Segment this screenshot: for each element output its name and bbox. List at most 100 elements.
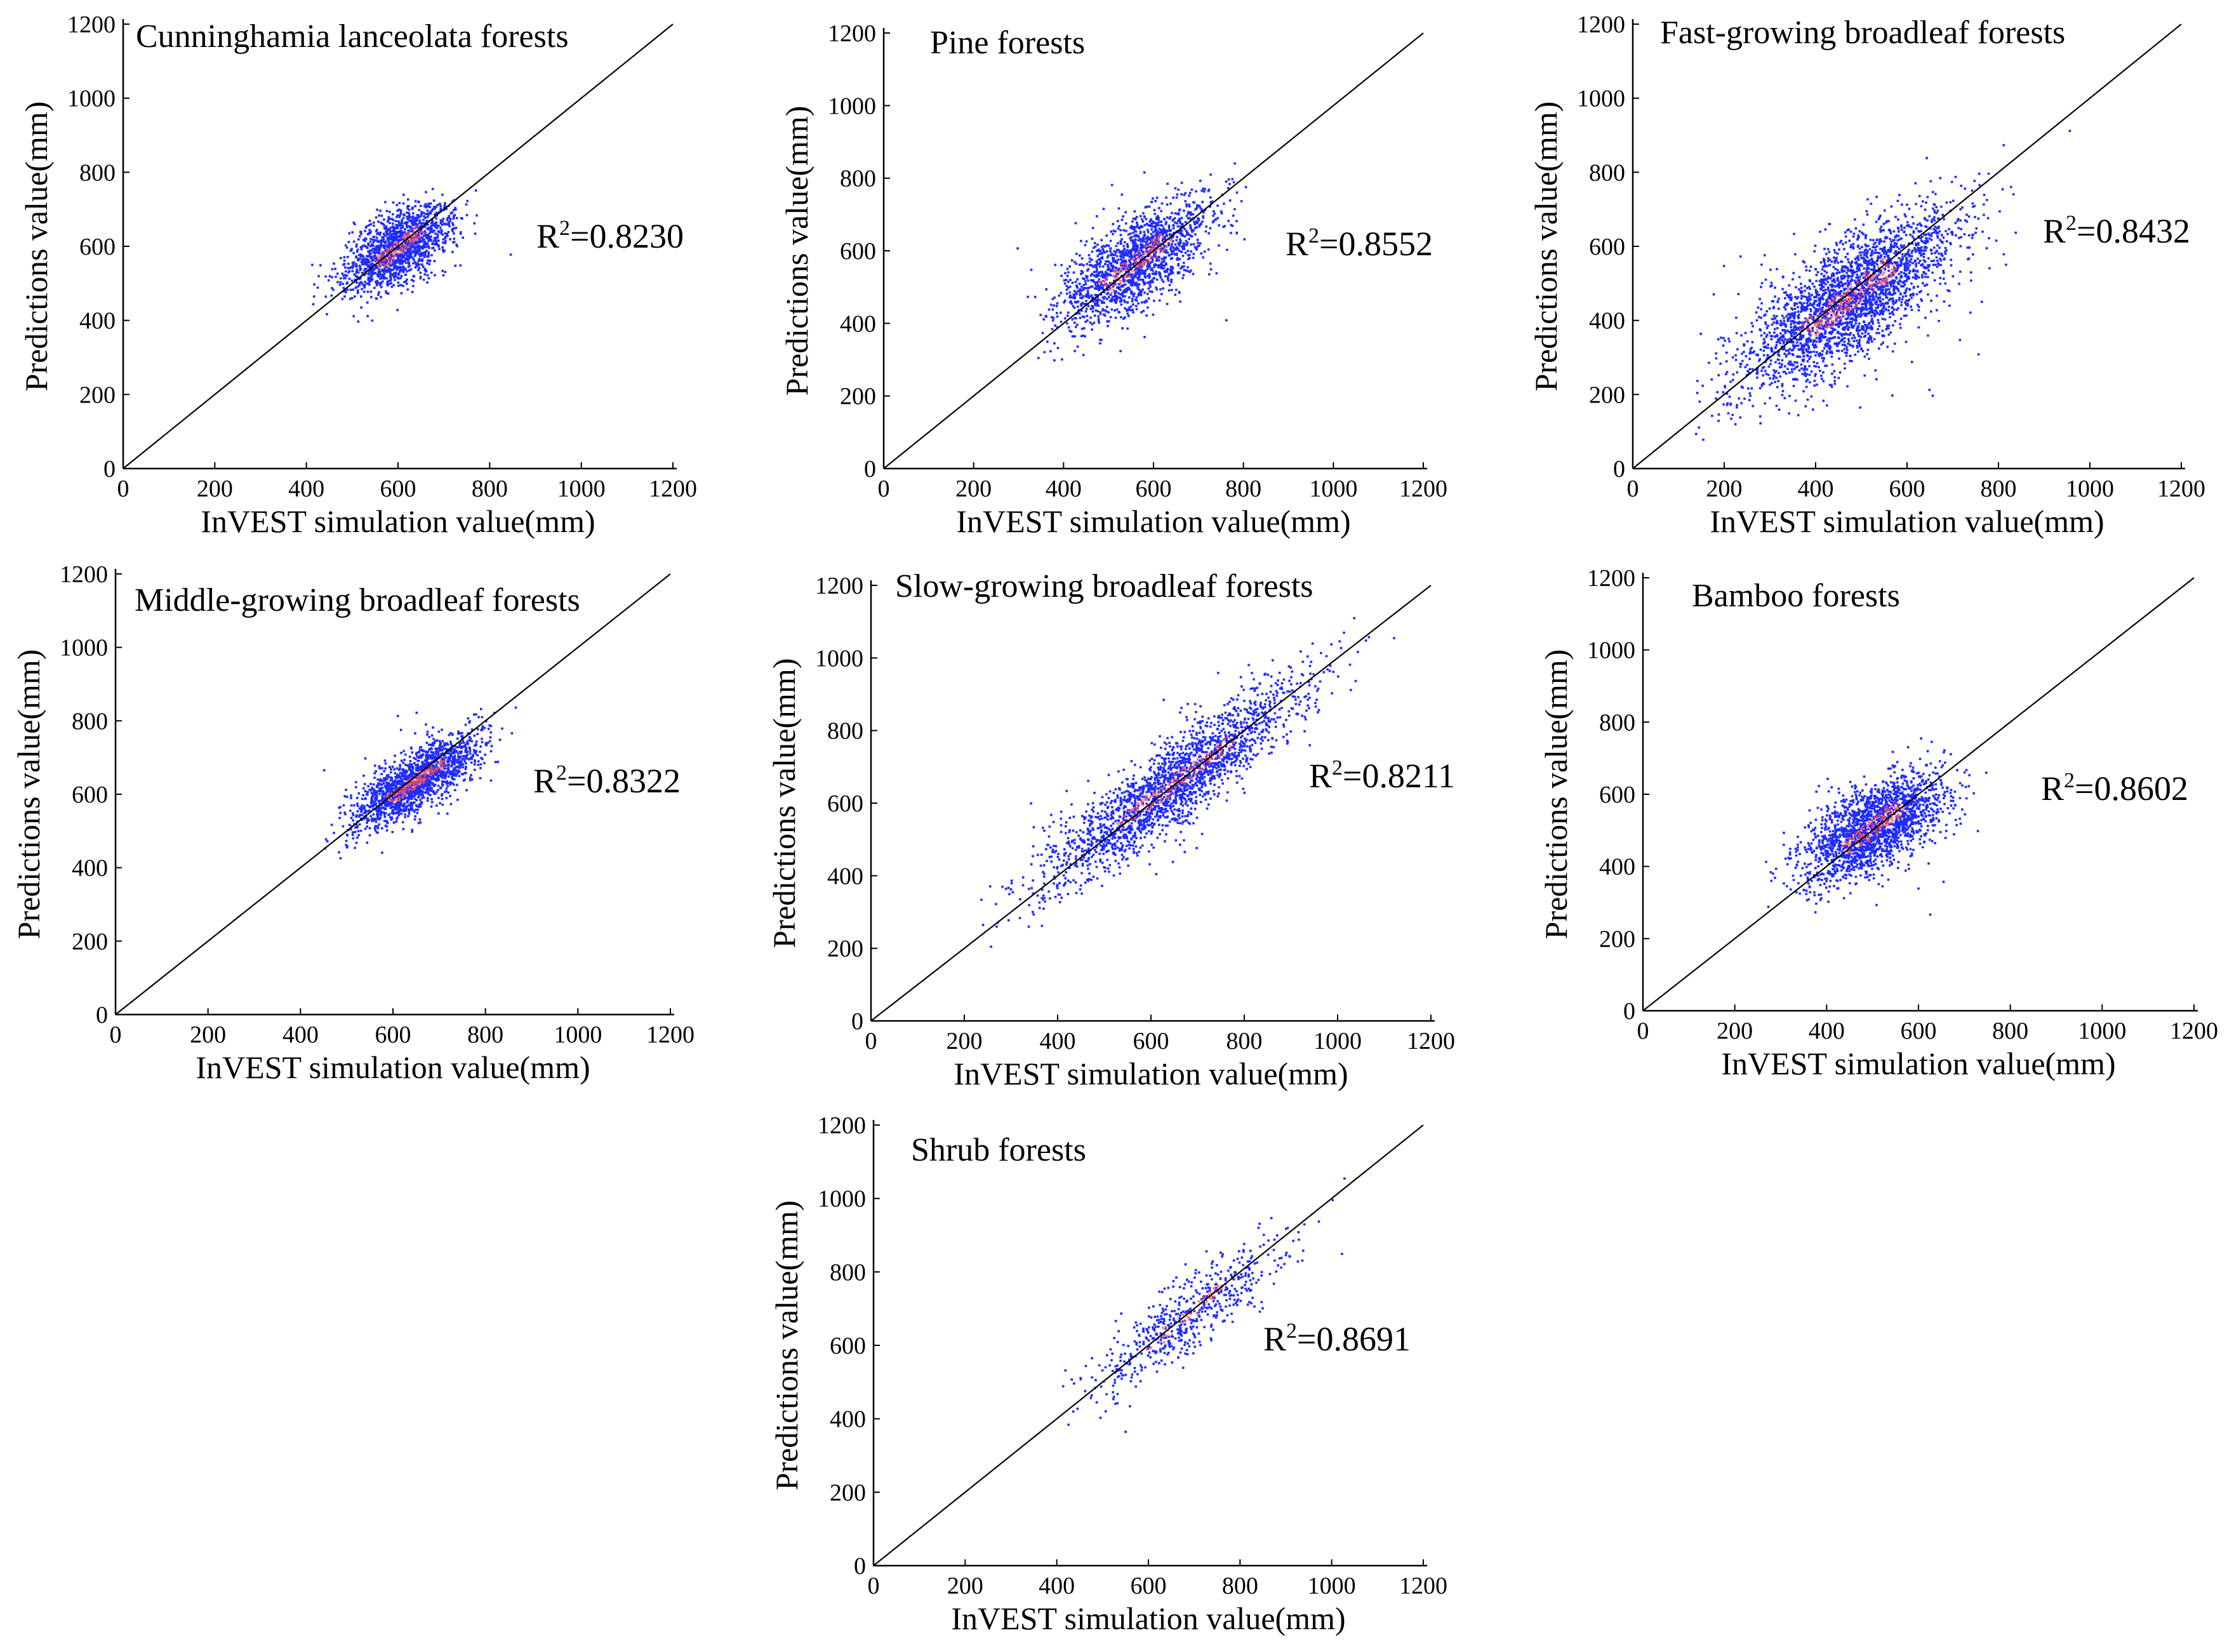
y-tick-label: 1200	[828, 20, 876, 47]
r2-superscript: 2	[2064, 769, 2075, 792]
r2-value: =0.8602	[2075, 769, 2188, 808]
r2-prefix: R	[2041, 769, 2064, 808]
y-tick-label: 400	[827, 863, 863, 889]
y-tick-label: 0	[96, 1002, 108, 1029]
x-tick-label: 1000	[2078, 1018, 2126, 1044]
y-axis-title: Predictions value(mm)	[1528, 102, 1564, 392]
scatter-point-cloud	[322, 706, 517, 860]
y-tick-label: 1200	[818, 1112, 866, 1139]
y-tick-label: 0	[103, 456, 116, 483]
x-tick-label: 600	[1136, 476, 1172, 502]
x-axis-title: InVEST simulation value(mm)	[1721, 1046, 2115, 1081]
x-tick-label: 600	[1889, 476, 1925, 502]
y-tick-label: 600	[1589, 234, 1625, 260]
x-axis-title: InVEST simulation value(mm)	[956, 503, 1350, 539]
y-tick-label: 600	[79, 234, 116, 260]
x-tick-label: 1000	[554, 1022, 602, 1048]
x-tick-label: 200	[947, 1573, 983, 1599]
y-tick-label: 600	[840, 238, 876, 265]
y-tick-label: 200	[72, 928, 108, 955]
r2-superscript: 2	[2066, 211, 2077, 235]
reference-line	[883, 32, 1424, 469]
r2-annotation: R2=0.8322	[533, 761, 681, 800]
x-tick-label: 400	[1039, 1573, 1075, 1599]
r2-value: =0.8211	[1343, 757, 1455, 795]
scatter-point-cloud	[311, 187, 512, 323]
y-tick-label: 200	[1589, 382, 1625, 408]
r2-superscript: 2	[556, 761, 567, 785]
y-tick-label: 800	[79, 159, 116, 186]
chart-panel-6: 0 200 400 600 800 1000 1200 0 200 400 600 800 1000 12…	[1538, 565, 2218, 1081]
scatter-point-cloud	[1765, 737, 1988, 916]
x-axis-title: InVEST simulation value(mm)	[1710, 503, 2104, 539]
r2-prefix: R	[533, 762, 556, 800]
y-tick-label: 1000	[1587, 637, 1635, 664]
x-tick-label: 800	[1222, 1573, 1258, 1599]
r2-annotation: R2=0.8691	[1263, 1319, 1411, 1358]
x-axis-title: InVEST simulation value(mm)	[954, 1056, 1348, 1091]
scatter-density-core	[373, 225, 426, 267]
x-tick-label: 400	[288, 476, 324, 502]
x-tick-label: 1000	[1309, 476, 1357, 502]
x-tick-label: 1000	[557, 476, 606, 502]
y-tick-label: 800	[827, 718, 863, 745]
r2-superscript: 2	[559, 216, 570, 240]
scatter-density-core	[1146, 1284, 1224, 1351]
x-tick-label: 0	[878, 476, 890, 502]
y-tick-label: 1000	[818, 1186, 866, 1213]
r2-superscript: 2	[1286, 1319, 1297, 1343]
x-tick-label: 200	[947, 1028, 983, 1055]
x-tick-label: 600	[1901, 1018, 1937, 1044]
x-tick-label: 1000	[2066, 476, 2114, 502]
x-axis-title: InVEST simulation value(mm)	[196, 1049, 590, 1085]
y-tick-label: 1200	[1577, 11, 1625, 38]
x-tick-label: 200	[190, 1022, 226, 1048]
r2-annotation: R2=0.8602	[2041, 769, 2188, 808]
x-tick-label: 800	[1981, 476, 2017, 502]
reference-line	[115, 573, 671, 1015]
r2-value: =0.8230	[570, 217, 684, 255]
y-tick-label: 1200	[60, 561, 108, 588]
x-tick-label: 200	[955, 476, 992, 502]
r2-prefix: R	[1309, 757, 1332, 795]
x-tick-label: 600	[375, 1022, 411, 1048]
r2-prefix: R	[1286, 225, 1308, 263]
x-axis-title: InVEST simulation value(mm)	[951, 1601, 1345, 1636]
scatter-points	[1695, 130, 2071, 441]
x-tick-label: 600	[380, 476, 416, 502]
reference-line	[873, 1124, 1424, 1566]
y-tick-label: 200	[830, 1479, 866, 1506]
scatter-points	[322, 706, 517, 860]
r2-prefix: R	[1263, 1320, 1286, 1358]
x-tick-label: 1200	[1399, 476, 1447, 502]
y-axis-title: Predictions value(mm)	[18, 102, 54, 392]
y-axis-title: Predictions value(mm)	[779, 106, 814, 396]
x-tick-label: 1200	[2170, 1018, 2218, 1044]
y-tick-label: 400	[1599, 854, 1635, 881]
y-tick-label: 200	[840, 383, 876, 410]
x-tick-label: 1000	[1313, 1028, 1362, 1055]
x-tick-label: 400	[1046, 476, 1082, 502]
x-tick-label: 400	[1798, 476, 1834, 502]
scatter-point-cloud	[1061, 1177, 1346, 1433]
x-tick-label: 200	[1717, 1018, 1753, 1044]
chart-panel-5: 0 200 400 600 800 1000 1200 0 200 400 600 800 1000 12…	[766, 568, 1455, 1091]
x-tick-label: 800	[1227, 1028, 1263, 1055]
r2-value: =0.8691	[1297, 1320, 1411, 1358]
x-tick-label: 1200	[2157, 476, 2205, 502]
y-tick-label: 1200	[815, 573, 863, 599]
y-tick-label: 600	[72, 782, 108, 808]
reference-line	[1642, 577, 2195, 1011]
x-tick-label: 400	[1040, 1028, 1076, 1055]
x-tick-label: 200	[197, 476, 233, 502]
scatter-points	[1016, 162, 1247, 362]
y-tick-label: 1000	[828, 93, 876, 119]
scatter-density-core	[1798, 257, 1897, 336]
y-tick-label: 400	[79, 308, 116, 335]
x-tick-label: 600	[1133, 1028, 1169, 1055]
y-tick-label: 1000	[60, 635, 108, 662]
x-tick-label: 0	[117, 476, 130, 502]
y-tick-label: 800	[840, 166, 876, 192]
x-tick-label: 0	[865, 1028, 877, 1055]
scatter-points	[311, 187, 512, 323]
